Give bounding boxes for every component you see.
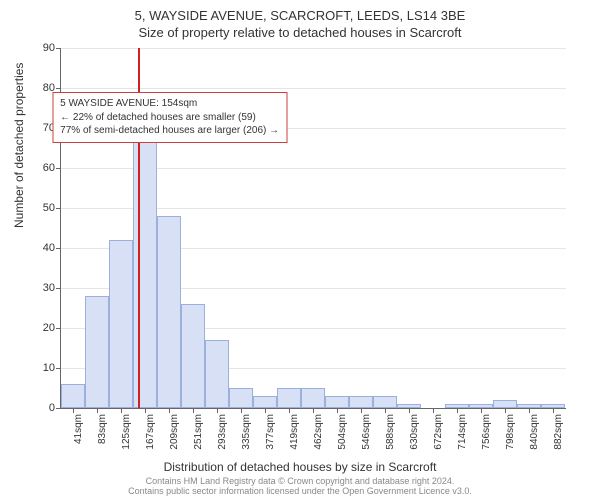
xtick-mark bbox=[73, 408, 74, 413]
xtick-label: 251sqm bbox=[193, 414, 204, 450]
xtick-label: 504sqm bbox=[337, 414, 348, 450]
xtick-mark bbox=[241, 408, 242, 413]
histogram-bar bbox=[373, 396, 397, 408]
ytick-label: 90 bbox=[43, 42, 61, 54]
histogram-bar bbox=[493, 400, 517, 408]
histogram-bar bbox=[277, 388, 301, 408]
ytick-label: 50 bbox=[43, 202, 61, 214]
xtick-mark bbox=[409, 408, 410, 413]
ytick-label: 60 bbox=[43, 162, 61, 174]
ytick-label: 30 bbox=[43, 282, 61, 294]
xtick-label: 714sqm bbox=[457, 414, 468, 450]
xtick-mark bbox=[337, 408, 338, 413]
xtick-label: 41sqm bbox=[73, 414, 84, 444]
xtick-label: 293sqm bbox=[217, 414, 228, 450]
xtick-mark bbox=[457, 408, 458, 413]
xaxis-label: Distribution of detached houses by size … bbox=[0, 460, 600, 474]
xtick-mark bbox=[265, 408, 266, 413]
xtick-label: 83sqm bbox=[97, 414, 108, 444]
xtick-label: 840sqm bbox=[529, 414, 540, 450]
xtick-mark bbox=[169, 408, 170, 413]
histogram-bar bbox=[229, 388, 253, 408]
xtick-mark bbox=[217, 408, 218, 413]
xtick-label: 798sqm bbox=[505, 414, 516, 450]
xtick-label: 335sqm bbox=[241, 414, 252, 450]
xtick-label: 462sqm bbox=[313, 414, 324, 450]
xtick-mark bbox=[361, 408, 362, 413]
histogram-bar bbox=[157, 216, 181, 408]
credits: Contains HM Land Registry data © Crown c… bbox=[0, 476, 600, 496]
xtick-label: 377sqm bbox=[265, 414, 276, 450]
annotation-box: 5 WAYSIDE AVENUE: 154sqm← 22% of detache… bbox=[52, 92, 287, 143]
ytick-label: 0 bbox=[49, 402, 61, 414]
annotation-line: 5 WAYSIDE AVENUE: 154sqm bbox=[60, 97, 279, 111]
xtick-mark bbox=[553, 408, 554, 413]
histogram-bar bbox=[301, 388, 325, 408]
xtick-mark bbox=[313, 408, 314, 413]
xtick-label: 588sqm bbox=[385, 414, 396, 450]
chart-title-line1: 5, WAYSIDE AVENUE, SCARCROFT, LEEDS, LS1… bbox=[0, 0, 600, 23]
histogram-bar bbox=[181, 304, 205, 408]
ytick-label: 40 bbox=[43, 242, 61, 254]
chart-title-line2: Size of property relative to detached ho… bbox=[0, 23, 600, 40]
credits-line2: Contains public sector information licen… bbox=[0, 486, 600, 496]
xtick-label: 546sqm bbox=[361, 414, 372, 450]
xtick-label: 419sqm bbox=[289, 414, 300, 450]
credits-line1: Contains HM Land Registry data © Crown c… bbox=[0, 476, 600, 486]
ytick-label: 10 bbox=[43, 362, 61, 374]
xtick-label: 672sqm bbox=[433, 414, 444, 450]
xtick-label: 882sqm bbox=[553, 414, 564, 450]
xtick-label: 209sqm bbox=[169, 414, 180, 450]
xtick-mark bbox=[289, 408, 290, 413]
ytick-label: 20 bbox=[43, 322, 61, 334]
histogram-bar bbox=[325, 396, 349, 408]
xtick-mark bbox=[505, 408, 506, 413]
annotation-line: ← 22% of detached houses are smaller (59… bbox=[60, 111, 279, 125]
xtick-label: 630sqm bbox=[409, 414, 420, 450]
histogram-bar bbox=[205, 340, 229, 408]
xtick-mark bbox=[97, 408, 98, 413]
xtick-mark bbox=[121, 408, 122, 413]
histogram-bar bbox=[253, 396, 277, 408]
xtick-mark bbox=[433, 408, 434, 413]
histogram-bar bbox=[85, 296, 109, 408]
xtick-label: 756sqm bbox=[481, 414, 492, 450]
histogram-bar bbox=[61, 384, 85, 408]
xtick-mark bbox=[385, 408, 386, 413]
xtick-label: 125sqm bbox=[121, 414, 132, 450]
histogram-bar bbox=[349, 396, 373, 408]
yaxis-label: Number of detached properties bbox=[12, 63, 26, 228]
xtick-mark bbox=[145, 408, 146, 413]
xtick-mark bbox=[529, 408, 530, 413]
plot-area: 010203040506070809041sqm83sqm125sqm167sq… bbox=[60, 48, 566, 409]
chart-container: 5, WAYSIDE AVENUE, SCARCROFT, LEEDS, LS1… bbox=[0, 0, 600, 500]
xtick-mark bbox=[481, 408, 482, 413]
annotation-line: 77% of semi-detached houses are larger (… bbox=[60, 124, 279, 138]
xtick-label: 167sqm bbox=[145, 414, 156, 450]
histogram-bar bbox=[109, 240, 133, 408]
xtick-mark bbox=[193, 408, 194, 413]
